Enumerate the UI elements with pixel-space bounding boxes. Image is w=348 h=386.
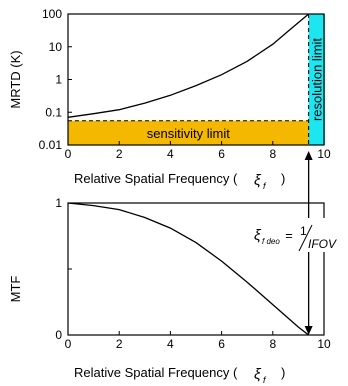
- mrtd-xtick-label-4: 8: [269, 147, 276, 161]
- mrtd-xlabel-text: Relative Spatial Frequency (: [74, 171, 238, 186]
- mrtd-ytick-label-1: 0.1: [45, 105, 62, 119]
- mrtd-ytick-label-4: 100: [42, 7, 62, 21]
- mrtd-xtick-label-3: 6: [218, 147, 225, 161]
- mtf-xtick-label-3: 6: [218, 337, 225, 351]
- mtf-xlabel-symbol: ξ: [254, 366, 262, 383]
- mrtd-xtick-label-0: 0: [65, 147, 72, 161]
- annotation-subscript: f deo: [262, 237, 280, 246]
- arrow-head-up: [305, 151, 313, 160]
- mrtd-curve-group: [68, 14, 309, 117]
- mtf-xtick-label-2: 4: [167, 337, 174, 351]
- mrtd-ytick-label-0: 0.01: [39, 138, 63, 152]
- annotation-numerator: 1: [300, 224, 307, 238]
- mrtd-ytick-label-2: 1: [55, 73, 62, 87]
- sensitivity-limit-label: sensitivity limit: [147, 126, 230, 141]
- mrtd-curve: [68, 14, 309, 117]
- cutoff-annotation: ξ f deo = 1 IFOV: [252, 218, 344, 252]
- mtf-ytick-label-0: 0: [55, 328, 62, 342]
- mtf-xlabel-text: Relative Spatial Frequency (: [74, 365, 238, 380]
- mrtd-xtick-label-1: 2: [116, 147, 123, 161]
- mrtd-ylabel: MRTD (K): [8, 50, 23, 108]
- mtf-xtick-label-0: 0: [65, 337, 72, 351]
- mtf-xlabel-close: ): [281, 365, 285, 380]
- mtf-ytick-label-2: 1: [55, 196, 62, 210]
- mtf-xlabel: Relative Spatial Frequency ( ξ f ): [74, 365, 285, 385]
- mtf-ylabel: MTF: [8, 276, 23, 303]
- mrtd-xlabel-subscript: f: [263, 181, 267, 191]
- mtf-xtick-label-5: 10: [317, 337, 331, 351]
- mrtd-xlabel-close: ): [281, 171, 285, 186]
- mrtd-ytick-label-3: 10: [49, 40, 63, 54]
- mrtd-xtick-label-5: 10: [317, 147, 331, 161]
- mtf-xtick-label-1: 2: [116, 337, 123, 351]
- mtf-xtick-label-4: 8: [269, 337, 276, 351]
- annotation-equals: =: [285, 228, 293, 243]
- resolution-limit-label: resolution limit: [309, 38, 324, 121]
- mrtd-xlabel-symbol: ξ: [254, 172, 262, 189]
- mtf-xlabel-subscript: f: [263, 375, 267, 385]
- mrtd-xlabel: Relative Spatial Frequency ( ξ f ): [74, 171, 285, 191]
- mrtd-xtick-label-2: 4: [167, 147, 174, 161]
- annotation-denominator: IFOV: [308, 237, 337, 251]
